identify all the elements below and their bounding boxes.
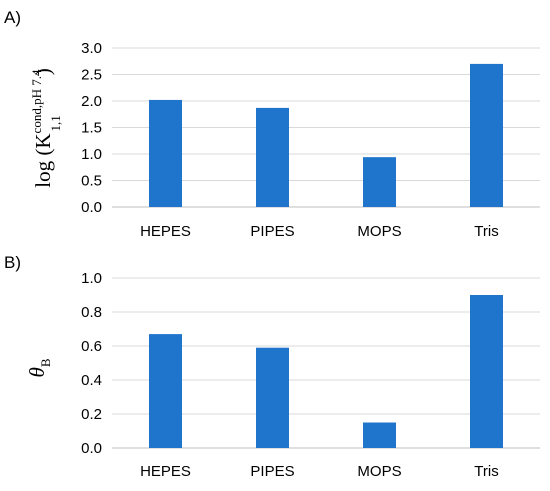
y-tick-label: 0.0 (81, 440, 102, 457)
y-tick-label: 2.5 (81, 67, 102, 84)
y-axis-label-b: θB (25, 358, 53, 377)
x-category-label: Tris (474, 223, 498, 240)
bars-a (149, 63, 503, 208)
x-category-label: PIPES (250, 463, 294, 480)
y-tick-label: 2.0 (81, 93, 102, 110)
x-category-label: PIPES (250, 223, 294, 240)
y-tick-label: 0.4 (81, 372, 102, 389)
panel-label-b: B) (4, 253, 21, 272)
y-tick-label: 0.8 (81, 304, 102, 321)
svg-text:log (Kcond,pH 7.41,1): log (Kcond,pH 7.4 1,1) (29, 68, 63, 187)
bar-tris (470, 63, 503, 208)
grid-a (112, 47, 540, 208)
bar-pipes (256, 347, 289, 448)
y-tick-label: 0.6 (81, 338, 102, 355)
x-categories-a: HEPES PIPES MOPS Tris (140, 223, 499, 240)
y-ticks-b: 0.0 0.2 0.4 0.6 0.8 1.0 (81, 270, 102, 457)
chart-a: A) 0.0 0.5 1.0 1.5 2.0 2.5 3.0 HEPES PIPES MOPS T… (4, 8, 540, 240)
bar-tris (470, 295, 503, 448)
bars-b (149, 295, 503, 448)
y-tick-label: 1.0 (81, 146, 102, 163)
y-tick-label: 0.0 (81, 199, 102, 216)
svg-text:θB: θB (25, 358, 53, 377)
chart-b: B) 0.0 0.2 0.4 0.6 0.8 1.0 HEPES PIPES MOPS Tris… (4, 253, 540, 480)
bar-hepes (149, 334, 182, 448)
x-category-label: MOPS (357, 463, 401, 480)
y-tick-label: 0.5 (81, 173, 102, 190)
y-tick-label: 1.0 (81, 270, 102, 287)
bar-mops (363, 157, 396, 207)
bar-hepes (149, 99, 182, 207)
y-ticks-a: 0.0 0.5 1.0 1.5 2.0 2.5 3.0 (81, 40, 102, 216)
y-axis-label-a: log (Kcond,pH 7.4 1,1) (29, 68, 63, 187)
grid-b (112, 277, 540, 449)
x-category-label: MOPS (357, 223, 401, 240)
bar-pipes (256, 107, 289, 207)
y-tick-label: 1.5 (81, 120, 102, 137)
x-category-label: HEPES (140, 223, 191, 240)
x-category-label: HEPES (140, 463, 191, 480)
y-tick-label: 3.0 (81, 40, 102, 57)
y-tick-label: 0.2 (81, 406, 102, 423)
x-category-label: Tris (474, 463, 498, 480)
x-categories-b: HEPES PIPES MOPS Tris (140, 463, 499, 480)
panel-label-a: A) (4, 8, 21, 27)
bar-mops (363, 422, 396, 448)
